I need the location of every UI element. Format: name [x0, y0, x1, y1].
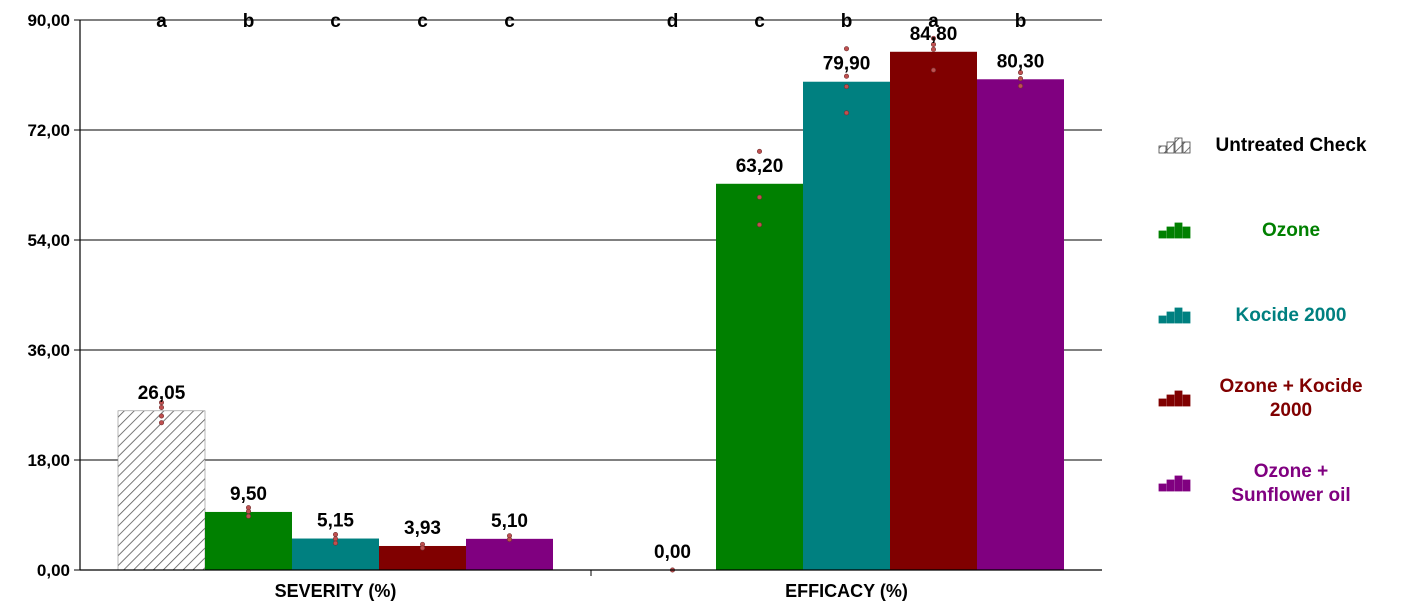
- legend-label: Untreated Check: [1216, 135, 1367, 156]
- legend-label-line: Ozone + Kocide: [1219, 376, 1362, 397]
- y-tick-label: 54,00: [27, 231, 70, 250]
- data-point: [843, 110, 849, 116]
- legend-swatch: [1166, 141, 1175, 154]
- legend-swatch: [1182, 311, 1191, 324]
- legend-swatch: [1166, 394, 1175, 407]
- data-point: [1017, 76, 1023, 82]
- bar: [803, 81, 890, 570]
- data-point: [419, 545, 425, 551]
- legend-swatch: [1158, 483, 1167, 492]
- data-point: [930, 35, 936, 41]
- legend-swatch: [1182, 141, 1191, 154]
- data-point: [246, 513, 252, 519]
- value-label: 9,50: [230, 484, 267, 505]
- value-label: 63,20: [736, 156, 784, 177]
- legend: Untreated Check Ozone Kocide 2000 Ozone + K…: [1158, 135, 1367, 506]
- data-point: [1017, 83, 1023, 89]
- legend-swatch: [1174, 137, 1183, 154]
- legend-label: Kocide 2000: [1236, 305, 1347, 326]
- data-point: [756, 222, 762, 228]
- legend-swatch: [1158, 398, 1167, 407]
- significance-letter: b: [243, 11, 255, 32]
- legend-swatch: [1166, 226, 1175, 239]
- significance-letter: b: [841, 11, 853, 32]
- significance-letter: b: [1015, 11, 1027, 32]
- data-point: [332, 540, 338, 546]
- significance-letter: d: [667, 11, 679, 32]
- legend-label: Ozone: [1262, 220, 1320, 241]
- axes: 0,00 18,00 36,00 54,00 72,00 90,00 SEVERITY (%…: [27, 11, 1102, 601]
- bar: [117, 410, 206, 571]
- value-label: 80,30: [997, 51, 1045, 72]
- legend-swatch: [1174, 475, 1183, 492]
- legend-swatch: [1166, 479, 1175, 492]
- legend-swatch: [1174, 222, 1183, 239]
- legend-swatch: [1174, 390, 1183, 407]
- data-point: [930, 46, 936, 52]
- bar: [716, 183, 803, 570]
- bar: [466, 538, 553, 570]
- y-tick-label: 72,00: [27, 121, 70, 140]
- legend-swatch: [1158, 230, 1167, 239]
- data-point: [843, 46, 849, 52]
- legend-label-line: Ozone +: [1254, 461, 1328, 482]
- legend-swatch: [1174, 307, 1183, 324]
- bar: [890, 51, 977, 571]
- value-label: 5,10: [491, 511, 528, 532]
- data-point: [843, 73, 849, 79]
- value-label: 0,00: [654, 542, 691, 563]
- y-tick-label: 90,00: [27, 11, 70, 30]
- bar: [205, 511, 292, 570]
- legend-swatch: [1182, 479, 1191, 492]
- legend-swatch: [1158, 315, 1167, 324]
- data-point: [332, 532, 338, 538]
- bars: [117, 51, 1064, 571]
- y-tick-label: 0,00: [37, 561, 70, 580]
- significance-letter: c: [330, 11, 341, 32]
- legend-label: Ozone + Kocide 2000: [1219, 376, 1362, 421]
- significance-letter: a: [928, 11, 939, 32]
- significance-letter: c: [417, 11, 428, 32]
- data-point: [1017, 70, 1023, 76]
- data-point: [159, 413, 165, 419]
- bar: [977, 79, 1064, 571]
- data-point: [930, 41, 936, 47]
- value-label: 26,05: [138, 383, 186, 404]
- data-point: [159, 400, 165, 406]
- significance-letter: a: [156, 11, 167, 32]
- significance-letter: c: [754, 11, 765, 32]
- legend-label-line: Sunflower oil: [1231, 485, 1350, 506]
- value-label: 79,90: [823, 54, 871, 75]
- x-category-label: SEVERITY (%): [275, 581, 397, 601]
- legend-swatch: [1182, 394, 1191, 407]
- x-category-label: EFFICACY (%): [785, 581, 908, 601]
- data-point: [159, 404, 165, 410]
- y-tick-label: 18,00: [27, 451, 70, 470]
- data-points: [159, 35, 1023, 573]
- legend-swatch: [1166, 311, 1175, 324]
- y-tick-label: 36,00: [27, 341, 70, 360]
- data-point: [506, 536, 512, 542]
- legend-label: Ozone + Sunflower oil: [1231, 461, 1350, 506]
- data-point: [930, 67, 936, 73]
- legend-swatch: [1182, 226, 1191, 239]
- legend-swatch: [1158, 145, 1167, 154]
- data-point: [756, 194, 762, 200]
- significance-letter: c: [504, 11, 515, 32]
- value-label: 3,93: [404, 518, 441, 539]
- value-labels: 26,05 a 9,50 b 5,15 c 3,93 c 5,10 c 0,00 d 63,20 c 79,…: [138, 11, 1045, 563]
- data-point: [159, 420, 165, 426]
- data-point: [756, 148, 762, 154]
- data-point: [332, 536, 338, 542]
- value-label: 84,80: [910, 24, 958, 45]
- data-point: [246, 508, 252, 514]
- data-point: [843, 84, 849, 90]
- legend-label-line: 2000: [1270, 400, 1312, 421]
- value-label: 5,15: [317, 511, 354, 532]
